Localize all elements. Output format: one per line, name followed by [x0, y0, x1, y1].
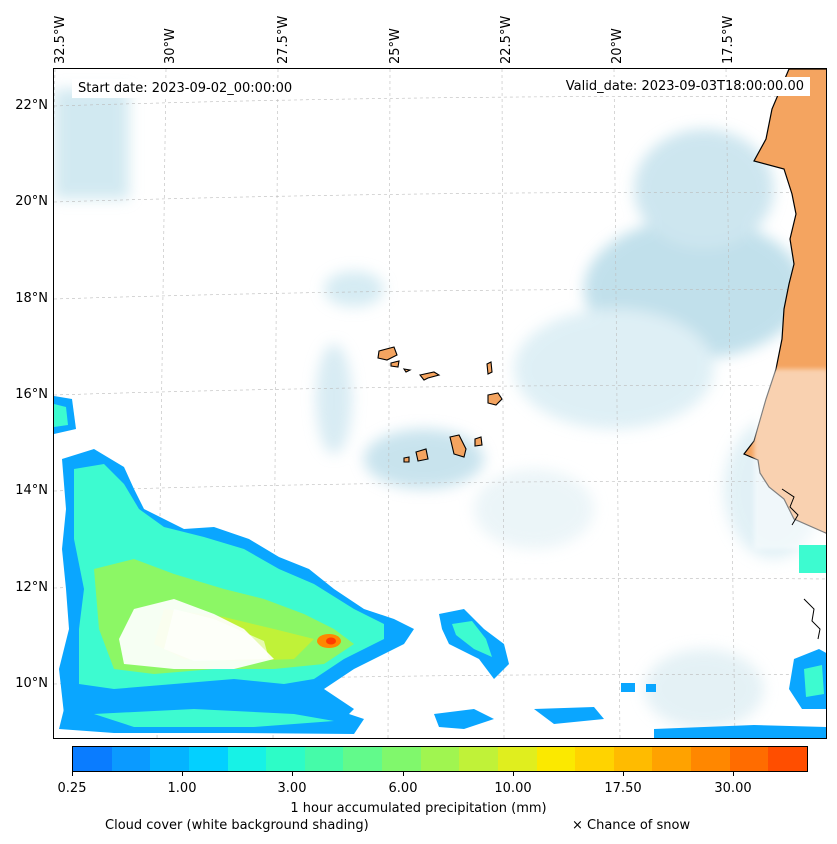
snow-note: × Chance of snow: [572, 818, 691, 833]
lat-label-20: 20°N: [15, 194, 48, 209]
colorbar-swatch-9: [420, 747, 460, 771]
lon-label-4: 22.5°W: [499, 15, 514, 64]
colorbar-swatch-15: [652, 747, 691, 771]
colorbar-tick-3: 6.00: [388, 781, 418, 796]
map-canvas: Start date: 2023-09-02_00:00:00: [54, 69, 826, 738]
island-brava: [403, 456, 410, 463]
precip-strip-bottom: [654, 725, 826, 738]
colorbar-tickmark: [733, 772, 734, 776]
colorbar-tickmark: [513, 772, 514, 776]
island-boa-vista: [487, 392, 503, 406]
map-panel[interactable]: Start date: 2023-09-02_00:00:00 Valid_da…: [53, 68, 827, 739]
lat-label-12: 12°N: [15, 580, 48, 595]
lon-label-5: 20°W: [610, 28, 625, 64]
colorbar-tick-5: 17.50: [604, 781, 642, 796]
island-fogo: [415, 448, 429, 462]
colorbar-label: 1 hour accumulated precipitation (mm): [290, 801, 547, 816]
precip-bottom-band-inner: [94, 709, 334, 727]
colorbar-swatch-14: [613, 747, 653, 771]
colorbar-swatch-16: [691, 747, 730, 771]
island-santo-antao: [377, 346, 398, 361]
cloud-patch: [54, 89, 129, 199]
cloud-cover-note: Cloud cover (white background shading): [105, 818, 369, 833]
colorbar-swatch-10: [459, 747, 498, 771]
start-date-label: Start date: 2023-09-02_00:00:00: [72, 79, 299, 98]
precipitation-colorbar: [72, 746, 808, 772]
lon-label-2: 27.5°W: [276, 15, 291, 64]
colorbar-tickmark: [72, 772, 73, 776]
lat-label-16: 16°N: [15, 387, 48, 402]
valid-date-label: Valid_date: 2023-09-03T18:00:00.00: [559, 77, 810, 96]
colorbar-swatch-4: [227, 747, 267, 771]
precip-cell-east-inner: [452, 621, 492, 657]
lat-label-14: 14°N: [15, 483, 48, 498]
colorbar-tickmark: [403, 772, 404, 776]
precip-blob-1: [434, 709, 494, 729]
island-sal: [486, 361, 493, 375]
island-sao-nicolau: [419, 371, 441, 381]
precipitation-layer: [54, 396, 826, 738]
cloud-patch: [634, 129, 774, 249]
colorbar-tick-6: 30.00: [714, 781, 752, 796]
colorbar-swatch-2: [150, 747, 189, 771]
cloud-patch: [474, 469, 594, 549]
lat-label-18: 18°N: [15, 291, 48, 306]
colorbar-tickmark: [292, 772, 293, 776]
colorbar-tick-1: 1.00: [167, 781, 197, 796]
precip-heavy-core: [326, 637, 336, 645]
cloud-patch: [514, 309, 714, 429]
colorbar-swatch-18: [768, 747, 807, 771]
colorbar-tick-4: 10.00: [494, 781, 532, 796]
lon-label-3: 25°W: [388, 28, 403, 64]
colorbar-tick-0: 0.25: [57, 781, 87, 796]
precip-cell-se-inner: [804, 665, 824, 697]
colorbar-tickmark: [182, 772, 183, 776]
precip-blob-4: [646, 684, 656, 692]
colorbar-swatch-17: [729, 747, 769, 771]
cloud-patch: [644, 649, 764, 729]
precip-edge-west-inner: [54, 404, 68, 427]
precip-cell-coast: [799, 545, 826, 573]
precip-hole-2: [164, 609, 269, 661]
colorbar-swatch-12: [536, 747, 576, 771]
island-maio: [474, 436, 483, 447]
cloud-patch: [324, 271, 384, 307]
precip-blob-2: [534, 707, 604, 724]
colorbar-swatch-1: [111, 747, 151, 771]
lat-label-22: 22°N: [15, 98, 48, 113]
precip-blob-3: [621, 683, 635, 692]
colorbar-tick-2: 3.00: [277, 781, 307, 796]
gambia-coast: [781, 488, 799, 526]
colorbar-swatch-7: [343, 747, 382, 771]
colorbar-swatch-11: [497, 747, 537, 771]
colorbar-tickmark: [623, 772, 624, 776]
colorbar-swatch-0: [73, 747, 112, 771]
lon-label-0: 32.5°W: [53, 15, 68, 64]
lon-label-1: 30°W: [163, 28, 178, 64]
island-santiago: [449, 434, 467, 458]
island-santa-luzia: [402, 368, 412, 373]
colorbar-swatch-6: [304, 747, 344, 771]
lon-label-6: 17.5°W: [721, 15, 736, 64]
cape-verde-islands: [377, 346, 503, 463]
land-lighter: [754, 369, 826, 549]
colorbar-swatch-5: [266, 747, 305, 771]
cloud-patch: [316, 344, 352, 454]
guinea-coast: [803, 598, 821, 640]
lat-label-10: 10°N: [15, 676, 48, 691]
island-sao-vicente: [390, 360, 400, 368]
colorbar-swatch-8: [382, 747, 421, 771]
colorbar-swatch-13: [575, 747, 614, 771]
colorbar-swatch-3: [188, 747, 228, 771]
